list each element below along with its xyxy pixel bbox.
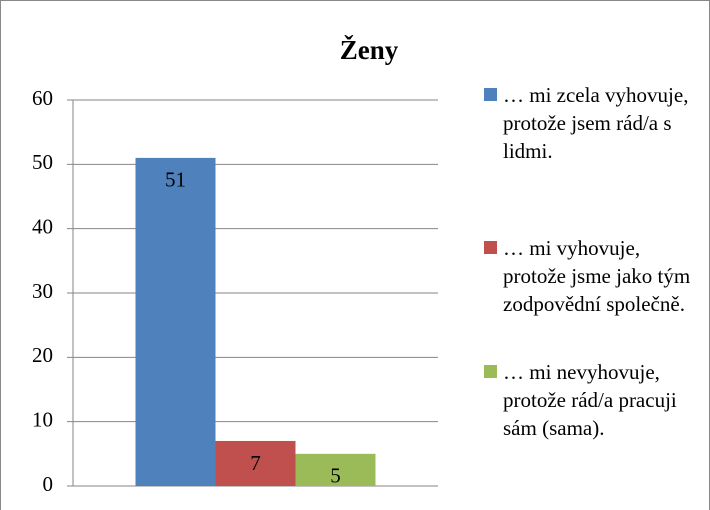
bar [295, 453, 376, 486]
legend-label: … mi nevyhovuje, protože rád/a pracuji s… [503, 360, 677, 440]
y-tick-label: 0 [43, 472, 54, 496]
value-label: 51 [165, 168, 186, 192]
chart-title: Ženy [340, 35, 399, 65]
legend-swatch [484, 365, 497, 378]
bar [135, 157, 216, 486]
y-tick-label: 20 [32, 343, 53, 367]
y-tick-label: 60 [32, 86, 53, 110]
y-tick-label: 10 [32, 407, 53, 431]
value-label: 5 [330, 464, 341, 488]
legend-swatch [484, 88, 497, 101]
y-tick-label: 40 [32, 214, 53, 238]
bar [215, 440, 296, 486]
legend-label: … mi vyhovuje, protože jsme jako tým zod… [503, 236, 691, 316]
legend-label: … mi zcela vyhovuje, protože jsem rád/a … [503, 83, 689, 163]
value-label: 7 [250, 451, 261, 475]
y-tick-label: 30 [32, 279, 53, 303]
y-tick-label: 50 [32, 150, 53, 174]
legend-swatch [484, 241, 497, 254]
